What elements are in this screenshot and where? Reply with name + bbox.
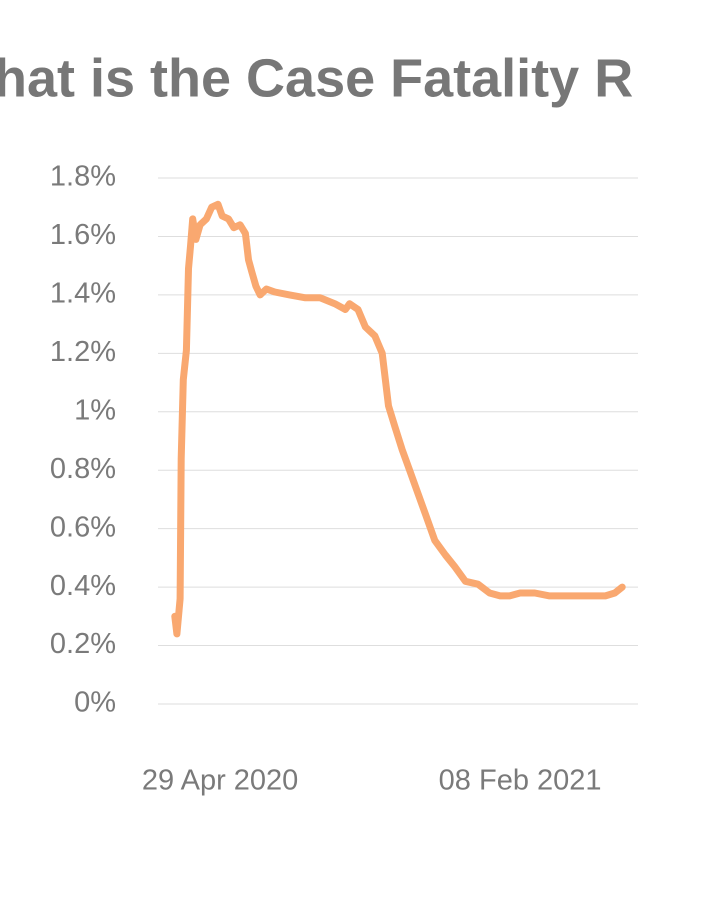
y-tick-label: 0.4%: [50, 570, 116, 602]
y-tick-label: 0%: [74, 687, 116, 719]
y-tick-label: 1.4%: [50, 278, 116, 310]
y-tick-label: 0.2%: [50, 628, 116, 660]
y-tick-label: 0.8%: [50, 453, 116, 485]
y-tick-label: 1.6%: [50, 219, 116, 251]
y-tick-label: 1.8%: [50, 161, 116, 193]
y-tick-label: 1%: [74, 394, 116, 426]
data-line: [171, 200, 626, 638]
x-tick-label: 29 Apr 2020: [142, 765, 298, 797]
x-tick-label: 08 Feb 2021: [439, 765, 602, 797]
chart-title: hat is the Case Fatality R: [0, 48, 633, 108]
y-tick-label: 1.2%: [50, 336, 116, 368]
y-tick-label: 0.6%: [50, 511, 116, 543]
